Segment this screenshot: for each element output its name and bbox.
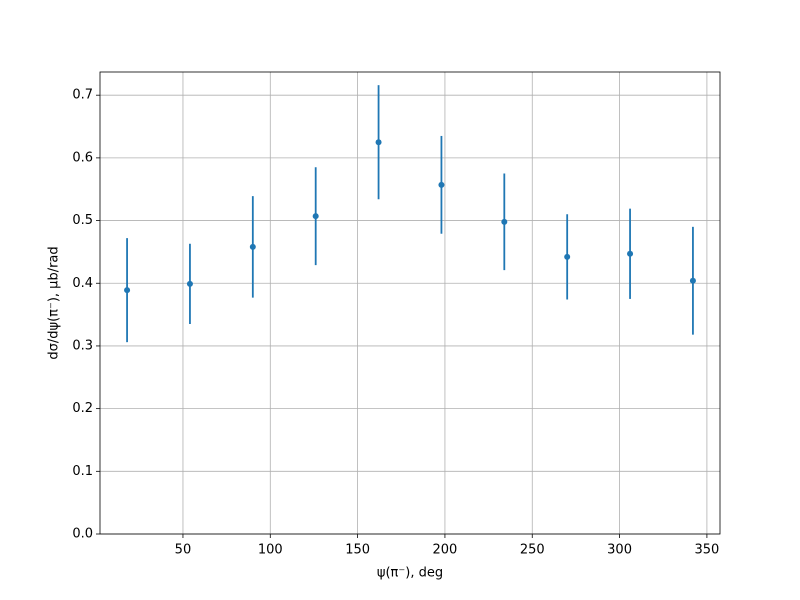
data-point <box>375 139 382 146</box>
x-tick-label: 250 <box>520 543 545 558</box>
data-point <box>312 213 319 220</box>
y-tick-label: 0.2 <box>72 401 93 416</box>
data-point <box>124 287 131 294</box>
x-tick-label: 150 <box>345 543 370 558</box>
x-tick-label: 200 <box>433 543 458 558</box>
data-point <box>564 253 571 260</box>
x-tick-label: 100 <box>258 543 283 558</box>
plot-frame <box>99 71 721 535</box>
data-point <box>186 280 193 287</box>
y-axis-label: dσ/dψ(π⁻), μb/rad <box>47 246 62 359</box>
y-tick-label: 0.7 <box>72 88 93 103</box>
y-tick-label: 0.1 <box>72 464 93 479</box>
data-point <box>627 250 634 257</box>
x-axis-label: ψ(π⁻), deg <box>377 566 443 581</box>
y-tick-label: 0.0 <box>72 527 93 542</box>
y-tick-label: 0.3 <box>72 338 93 353</box>
data-point <box>438 181 445 188</box>
x-tick-label: 300 <box>607 543 632 558</box>
x-tick-label: 350 <box>694 543 719 558</box>
data-point <box>689 277 696 284</box>
y-tick-label: 0.4 <box>72 276 93 291</box>
y-tick-label: 0.6 <box>72 150 93 165</box>
data-point <box>501 218 508 225</box>
y-tick-label: 0.5 <box>72 213 93 228</box>
x-tick-label: 50 <box>175 543 192 558</box>
data-point <box>249 243 256 250</box>
